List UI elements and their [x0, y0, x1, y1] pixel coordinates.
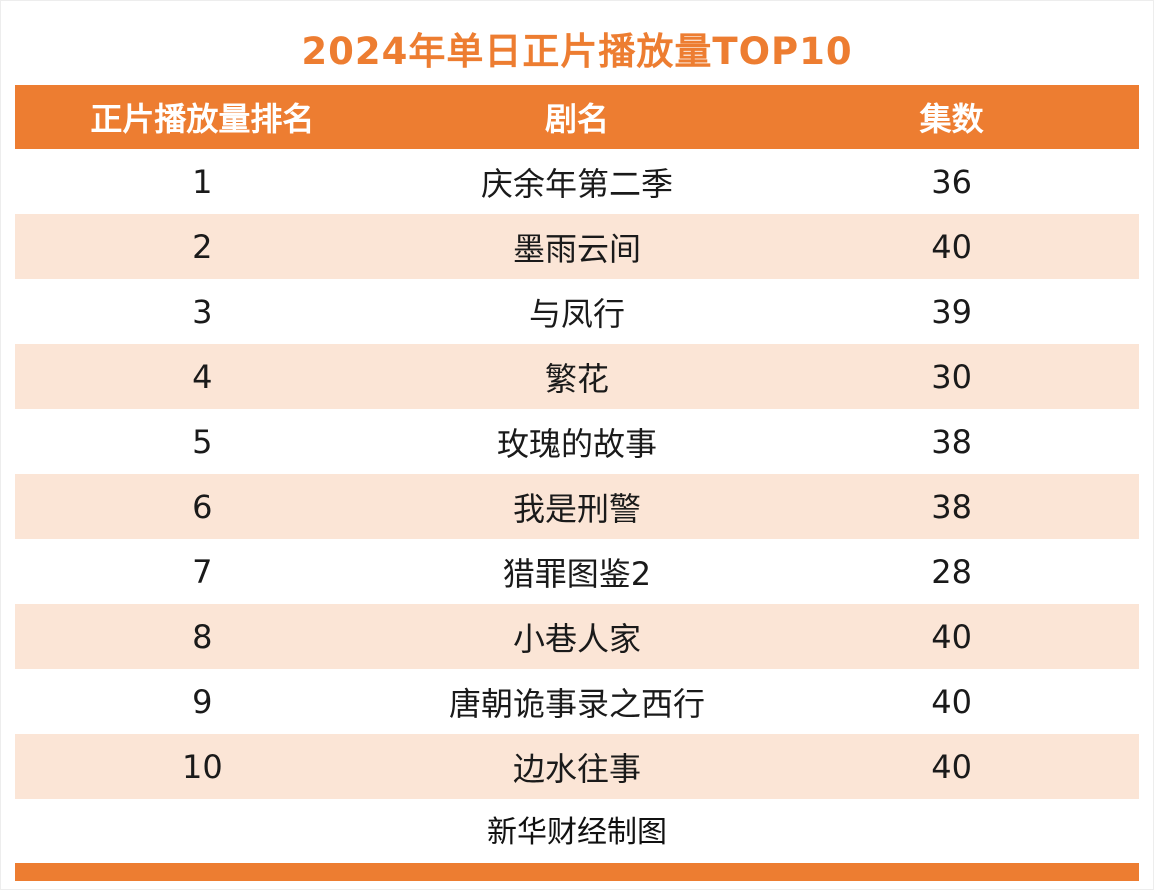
rank-cell: 2 [192, 227, 213, 266]
rank-cell: 9 [192, 682, 213, 721]
rank-cell: 7 [192, 552, 213, 591]
table-header-row: 正片播放量排名 剧名 集数 [15, 85, 1139, 149]
rank-cell: 4 [192, 357, 213, 396]
drama-name-cell: 玫瑰的故事 [496, 424, 657, 463]
episodes-cell: 40 [931, 227, 973, 266]
episodes-cell: 40 [931, 617, 973, 656]
episodes-cell: 40 [931, 682, 973, 721]
column-header-drama-name: 剧名 [544, 100, 609, 138]
rank-cell: 1 [192, 162, 213, 201]
rank-cell: 6 [192, 487, 213, 526]
drama-name-cell: 与凤行 [528, 294, 625, 333]
table-row: 4 繁花 30 [15, 344, 1139, 409]
table-row: 5 玫瑰的故事 38 [15, 409, 1139, 474]
table-row: 1 庆余年第二季 36 [15, 149, 1139, 214]
drama-name-cell: 猎罪图鉴2 [502, 554, 652, 593]
table-row: 9 唐朝诡事录之西行 40 [15, 669, 1139, 734]
rank-cell: 5 [192, 422, 213, 461]
table-row: 2 墨雨云间 40 [15, 214, 1139, 279]
table-row: 10 边水往事 40 [15, 734, 1139, 799]
episodes-cell: 30 [931, 357, 973, 396]
episodes-cell: 38 [931, 422, 973, 461]
drama-name-cell: 墨雨云间 [512, 229, 641, 268]
episodes-cell: 28 [931, 552, 973, 591]
table-row: 6 我是刑警 38 [15, 474, 1139, 539]
episodes-cell: 40 [931, 747, 973, 786]
episodes-cell: 36 [931, 162, 973, 201]
drama-name-cell: 庆余年第二季 [480, 164, 673, 203]
drama-name-cell: 我是刑警 [512, 489, 641, 528]
drama-name-cell: 小巷人家 [512, 619, 641, 658]
bottom-accent-bar [15, 863, 1139, 881]
table-row: 7 猎罪图鉴2 28 [15, 539, 1139, 604]
drama-name-cell: 边水往事 [512, 749, 641, 788]
source-credit: 新华财经制图 [487, 815, 667, 850]
drama-name-cell: 繁花 [544, 359, 609, 398]
ranking-table: 正片播放量排名 剧名 集数 1 庆余年第二季 36 2 墨雨云间 40 3 与凤… [15, 85, 1139, 799]
column-header-episodes: 集数 [919, 100, 984, 138]
page-title: 2024年单日正片播放量TOP10 [301, 30, 853, 73]
drama-name-cell: 唐朝诡事录之西行 [448, 684, 705, 723]
table-row: 3 与凤行 39 [15, 279, 1139, 344]
rank-cell: 8 [192, 617, 213, 656]
table-row: 8 小巷人家 40 [15, 604, 1139, 669]
episodes-cell: 38 [931, 487, 973, 526]
rank-cell: 3 [192, 292, 213, 331]
rank-cell: 10 [181, 747, 223, 786]
episodes-cell: 39 [931, 292, 973, 331]
column-header-rank: 正片播放量排名 [90, 100, 315, 138]
